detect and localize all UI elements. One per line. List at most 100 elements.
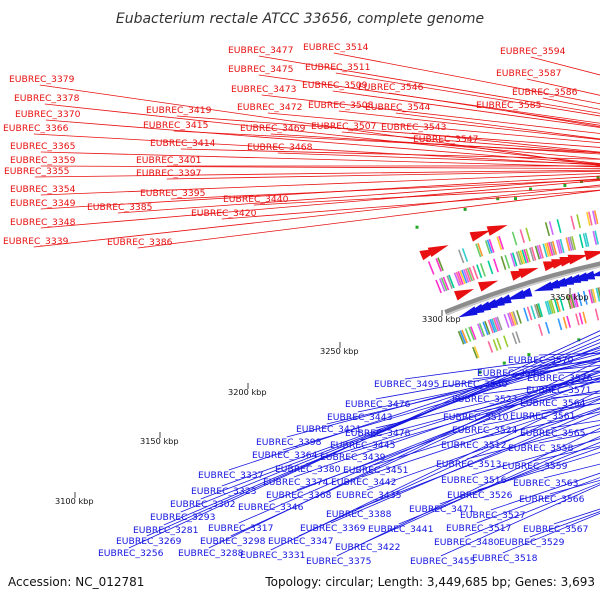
cog-feature-mark (519, 229, 526, 244)
reverse-leader-line (490, 472, 600, 511)
forward-gene-label: EUBREC_3395 (140, 188, 206, 199)
cog-feature-mark (570, 215, 576, 230)
cog-feature-mark (442, 276, 450, 291)
forward-gene-label: EUBREC_3586 (512, 87, 578, 98)
forward-gene-arrow (584, 250, 600, 261)
forward-leader-line (45, 119, 600, 165)
scale-tick-label: 3350 kbp (550, 292, 589, 302)
cog-feature-mark (582, 233, 588, 248)
cog-feature-mark (427, 261, 435, 275)
cog-feature-mark (435, 258, 442, 272)
cog-feature-mark (578, 312, 584, 325)
forward-leader-line (338, 110, 600, 140)
reverse-gene-label: EUBREC_3478 (345, 428, 411, 439)
cog-feature-mark (470, 326, 477, 340)
cog-feature-mark (566, 294, 572, 310)
reverse-gene-label: EUBREC_3495 (374, 379, 440, 390)
cog-feature-mark (519, 250, 526, 265)
reverse-gene-label: EUBREC_3347 (268, 536, 334, 547)
reverse-leader-line (146, 334, 600, 537)
reverse-leader-line (163, 338, 600, 526)
forward-gene-label: EUBREC_3365 (10, 141, 76, 152)
cog-feature-mark (512, 311, 519, 325)
forward-leader-line (170, 179, 600, 200)
reverse-gene-label: EUBREC_3512 (441, 440, 506, 451)
cog-feature-mark (548, 241, 554, 256)
reverse-gene-label: EUBREC_3524 (452, 425, 518, 436)
cog-feature-mark (438, 278, 446, 292)
forward-gene-label: EUBREC_3415 (143, 120, 209, 131)
forward-gene-label: EUBREC_3440 (223, 194, 289, 205)
cog-feature-mark (582, 290, 588, 305)
cog-feature-mark (559, 238, 565, 253)
forward-leader-line (39, 84, 600, 166)
backbone-highlight (445, 265, 600, 316)
reverse-leader-line (375, 374, 600, 429)
reverse-leader-line (466, 424, 600, 460)
cog-feature-mark (569, 236, 575, 251)
reverse-gene-label: EUBREC_3298 (200, 536, 266, 547)
cog-feature-mark (551, 240, 558, 255)
reverse-gene-label: EUBREC_3476 (345, 399, 411, 410)
cog-feature-mark (530, 305, 537, 320)
reverse-leader-line (296, 378, 600, 491)
cog-feature-mark (487, 341, 494, 353)
reverse-gene-label: EUBREC_3281 (133, 525, 198, 536)
forward-gene-label: EUBREC_3370 (15, 109, 81, 120)
reverse-leader-line (366, 407, 600, 491)
reverse-gene-label: EUBREC_3380 (275, 464, 341, 475)
cog-feature-mark (498, 235, 505, 250)
gc-content-mark (577, 338, 581, 342)
reverse-gene-arrow (492, 294, 512, 305)
cog-feature-mark (510, 311, 517, 326)
forward-gene-label: EUBREC_3397 (136, 168, 202, 179)
cog-feature-mark (503, 335, 509, 348)
cog-feature-mark (586, 211, 591, 226)
cog-feature-mark (567, 237, 573, 251)
cog-feature-mark (477, 242, 484, 257)
forward-leader-line (261, 94, 600, 134)
reverse-leader-line (476, 477, 600, 524)
forward-leader-line (40, 151, 600, 168)
reverse-gene-label: EUBREC_3368 (266, 490, 332, 501)
cog-feature-mark (458, 249, 465, 264)
reverse-gene-label: EUBREC_3558 (508, 443, 574, 454)
reverse-leader-line (270, 390, 600, 551)
scale-tick-label: 3200 kbp (228, 387, 267, 397)
forward-gene-arrow (469, 230, 491, 242)
reverse-gene-label: EUBREC_3293 (150, 512, 216, 523)
accession-text: Accession: NC_012781 (8, 575, 144, 589)
reverse-leader-line (361, 397, 600, 478)
reverse-gene-label: EUBREC_3564 (520, 398, 586, 409)
cog-feature-mark (466, 267, 474, 282)
cog-feature-mark (482, 321, 489, 336)
cog-feature-mark (570, 294, 576, 309)
cog-feature-mark (534, 245, 541, 260)
reverse-gene-label: EUBREC_3441 (368, 524, 433, 535)
reverse-leader-line (471, 411, 600, 441)
cog-feature-mark (478, 322, 486, 337)
forward-leader-line (258, 55, 600, 114)
cog-feature-mark (553, 298, 560, 313)
backbone-ring (444, 261, 600, 316)
backbone-layer (444, 261, 600, 316)
scale-tick-label: 3300 kbp (422, 314, 461, 324)
cog-feature-mark (595, 287, 600, 302)
forward-gene-label: EUBREC_3585 (476, 100, 542, 111)
reverse-leader-line (305, 370, 600, 465)
reverse-gene-label: EUBREC_3302 (170, 499, 235, 510)
reverse-leader-line (330, 408, 600, 524)
cog-feature-mark (592, 231, 598, 245)
reverse-gene-label: EUBREC_3526 (447, 490, 513, 501)
cog-feature-layer (415, 176, 600, 374)
cog-feature-mark (496, 236, 503, 251)
gc-content-mark (527, 353, 531, 357)
cog-feature-mark (588, 289, 594, 304)
reverse-leader-line (282, 357, 600, 451)
reverse-gene-label: EUBREC_3566 (519, 494, 585, 505)
forward-leader-line (180, 148, 600, 160)
reverse-gene-label: EUBREC_3517 (446, 523, 512, 534)
reverse-gene-label: EUBREC_3561 (510, 411, 575, 422)
forward-gene-arrow (486, 225, 508, 236)
cog-feature-mark (521, 249, 527, 264)
